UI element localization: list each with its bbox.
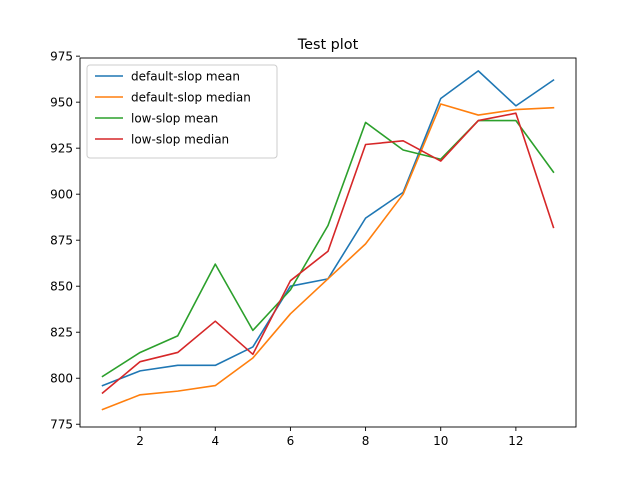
x-tick-label: 12 (508, 434, 523, 448)
y-tick-label: 925 (50, 141, 73, 155)
y-tick-label: 800 (50, 372, 73, 386)
x-tick-label: 4 (211, 434, 219, 448)
x-tick-label: 8 (362, 434, 370, 448)
legend-label-2: default-slop median (131, 90, 251, 104)
series-line-2 (101, 103, 555, 411)
plot-area: 2 4 6 8 10 12 775 800 825 850 875 900 925 950 975 defau… (50, 49, 577, 448)
x-tick-label: 10 (433, 434, 448, 448)
legend-box (86, 64, 278, 159)
x-tick-label: 2 (136, 434, 144, 448)
y-tick-label: 825 (50, 326, 73, 340)
y-tick-label: 850 (50, 280, 73, 294)
legend-label-4: low-slop median (131, 132, 229, 146)
series-line-4 (101, 112, 555, 395)
axes-frame (79, 57, 577, 428)
chart-title: Test plot (297, 37, 359, 53)
x-tick-label: 6 (287, 434, 295, 448)
y-tick-label: 950 (50, 95, 73, 109)
y-tick-label: 975 (50, 49, 73, 63)
legend-label-3: low-slop mean (131, 111, 218, 125)
y-tick-label: 900 (50, 187, 73, 201)
y-tick-label: 875 (50, 233, 73, 247)
y-tick-label: 775 (50, 418, 73, 432)
legend-label-1: default-slop mean (131, 69, 240, 83)
